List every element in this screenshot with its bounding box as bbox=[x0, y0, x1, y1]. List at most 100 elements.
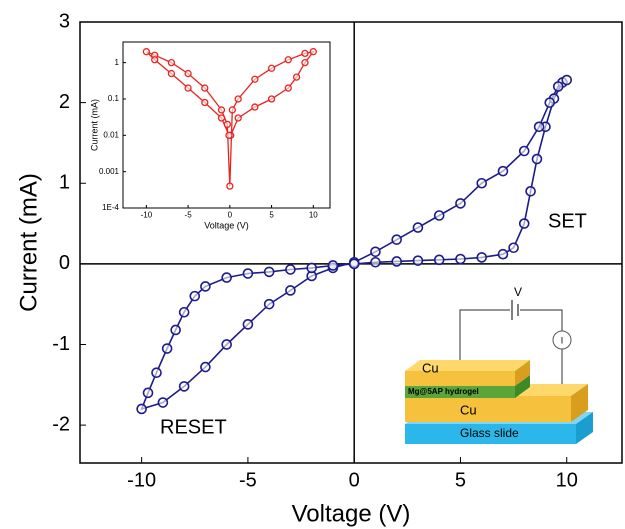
x-tick-label: 10 bbox=[309, 210, 318, 219]
data-point bbox=[309, 48, 317, 56]
data-point bbox=[200, 361, 211, 373]
data-point bbox=[151, 367, 162, 379]
data-point bbox=[234, 114, 242, 122]
x-tick-label: -5 bbox=[185, 210, 193, 219]
data-point bbox=[267, 95, 276, 103]
data-point bbox=[391, 256, 402, 267]
data-point bbox=[533, 121, 545, 133]
glass-side bbox=[576, 412, 593, 444]
data-point bbox=[544, 97, 556, 108]
data-point bbox=[142, 387, 154, 399]
data-point bbox=[263, 298, 275, 310]
data-point bbox=[391, 234, 402, 245]
data-point bbox=[242, 268, 254, 279]
source-label: V bbox=[514, 285, 522, 299]
x-axis-label: Voltage (V) bbox=[292, 500, 411, 527]
data-point bbox=[327, 260, 339, 271]
y-tick-label: 1 bbox=[59, 172, 70, 194]
glass-front bbox=[405, 424, 576, 444]
data-point bbox=[476, 252, 488, 263]
annotation: RESET bbox=[160, 416, 227, 438]
data-point bbox=[184, 84, 192, 92]
x-tick-label: -10 bbox=[141, 210, 153, 219]
annotation: SET bbox=[548, 210, 587, 232]
layer-label: Cu bbox=[422, 360, 439, 375]
data-point bbox=[221, 339, 232, 350]
data-point bbox=[508, 242, 519, 254]
data-point bbox=[201, 98, 209, 107]
layer-label: Cu bbox=[460, 402, 477, 417]
data-point bbox=[225, 131, 233, 139]
data-point bbox=[455, 198, 466, 209]
data-point bbox=[178, 306, 190, 318]
data-point bbox=[242, 319, 254, 330]
data-point bbox=[263, 266, 275, 278]
x-tick-label: 0 bbox=[228, 210, 233, 219]
x-tick-label: -10 bbox=[127, 469, 156, 491]
data-point bbox=[201, 84, 209, 92]
x-tick-label: 5 bbox=[455, 469, 466, 491]
data-point bbox=[433, 254, 445, 266]
data-point bbox=[348, 258, 360, 270]
data-point bbox=[284, 84, 292, 92]
data-point bbox=[167, 69, 176, 78]
y-tick-label: 1E-4 bbox=[102, 203, 119, 212]
data-point bbox=[370, 246, 381, 258]
x-tick-label: 5 bbox=[269, 210, 274, 219]
wire bbox=[459, 309, 510, 372]
data-point bbox=[251, 75, 259, 83]
cu-top-top bbox=[405, 360, 530, 371]
data-point bbox=[561, 74, 573, 86]
layer-label: Glass slide bbox=[460, 426, 519, 440]
y-tick-label: 2 bbox=[59, 91, 70, 113]
data-point bbox=[525, 186, 536, 197]
data-point bbox=[412, 255, 424, 266]
data-point bbox=[370, 256, 381, 268]
data-point bbox=[285, 264, 296, 275]
data-point bbox=[301, 58, 309, 67]
data-point bbox=[189, 290, 201, 302]
cu-top-side bbox=[515, 360, 530, 386]
y-axis-label: Current (mA) bbox=[15, 173, 42, 312]
data-point bbox=[251, 103, 259, 111]
data-point bbox=[161, 343, 173, 354]
y-tick-label: 1 bbox=[115, 58, 120, 67]
hydrogel bbox=[405, 386, 515, 398]
y-axis-label: Current (mA) bbox=[89, 99, 99, 151]
data-point bbox=[531, 153, 543, 165]
layer-label: Mg@5AP hydrogel bbox=[408, 387, 479, 396]
y-tick-label: -1 bbox=[52, 333, 70, 355]
data-point bbox=[167, 58, 176, 67]
data-point bbox=[285, 285, 296, 296]
data-point bbox=[178, 381, 190, 392]
data-point bbox=[518, 145, 530, 157]
data-point bbox=[223, 120, 231, 129]
cu-bottom-front bbox=[405, 396, 571, 422]
y-tick-label: 0.01 bbox=[103, 130, 119, 139]
meter-label: I bbox=[561, 335, 564, 345]
meter bbox=[552, 330, 572, 350]
data-point bbox=[157, 397, 169, 408]
cu-top-front bbox=[405, 371, 515, 386]
data-point bbox=[217, 114, 226, 122]
y-tick-label: -2 bbox=[52, 413, 70, 435]
schematic: V I Cu Mg@5AP hydrogel Cu Glass slide bbox=[405, 285, 593, 444]
data-point bbox=[151, 56, 159, 64]
data-point bbox=[497, 248, 509, 260]
data-point bbox=[552, 81, 564, 92]
data-point bbox=[267, 64, 276, 72]
data-point bbox=[234, 95, 242, 103]
x-axis-label: Voltage (V) bbox=[204, 220, 249, 230]
data-point bbox=[497, 165, 509, 177]
data-point bbox=[433, 210, 445, 221]
data-point bbox=[301, 49, 309, 58]
data-point bbox=[221, 272, 232, 283]
data-point bbox=[412, 222, 424, 233]
data-point bbox=[292, 73, 301, 81]
data-line bbox=[140, 79, 568, 411]
cu-bottom-side bbox=[571, 384, 588, 422]
data-point bbox=[170, 324, 181, 336]
hydrogel-side bbox=[515, 375, 530, 398]
data-point bbox=[136, 403, 147, 415]
